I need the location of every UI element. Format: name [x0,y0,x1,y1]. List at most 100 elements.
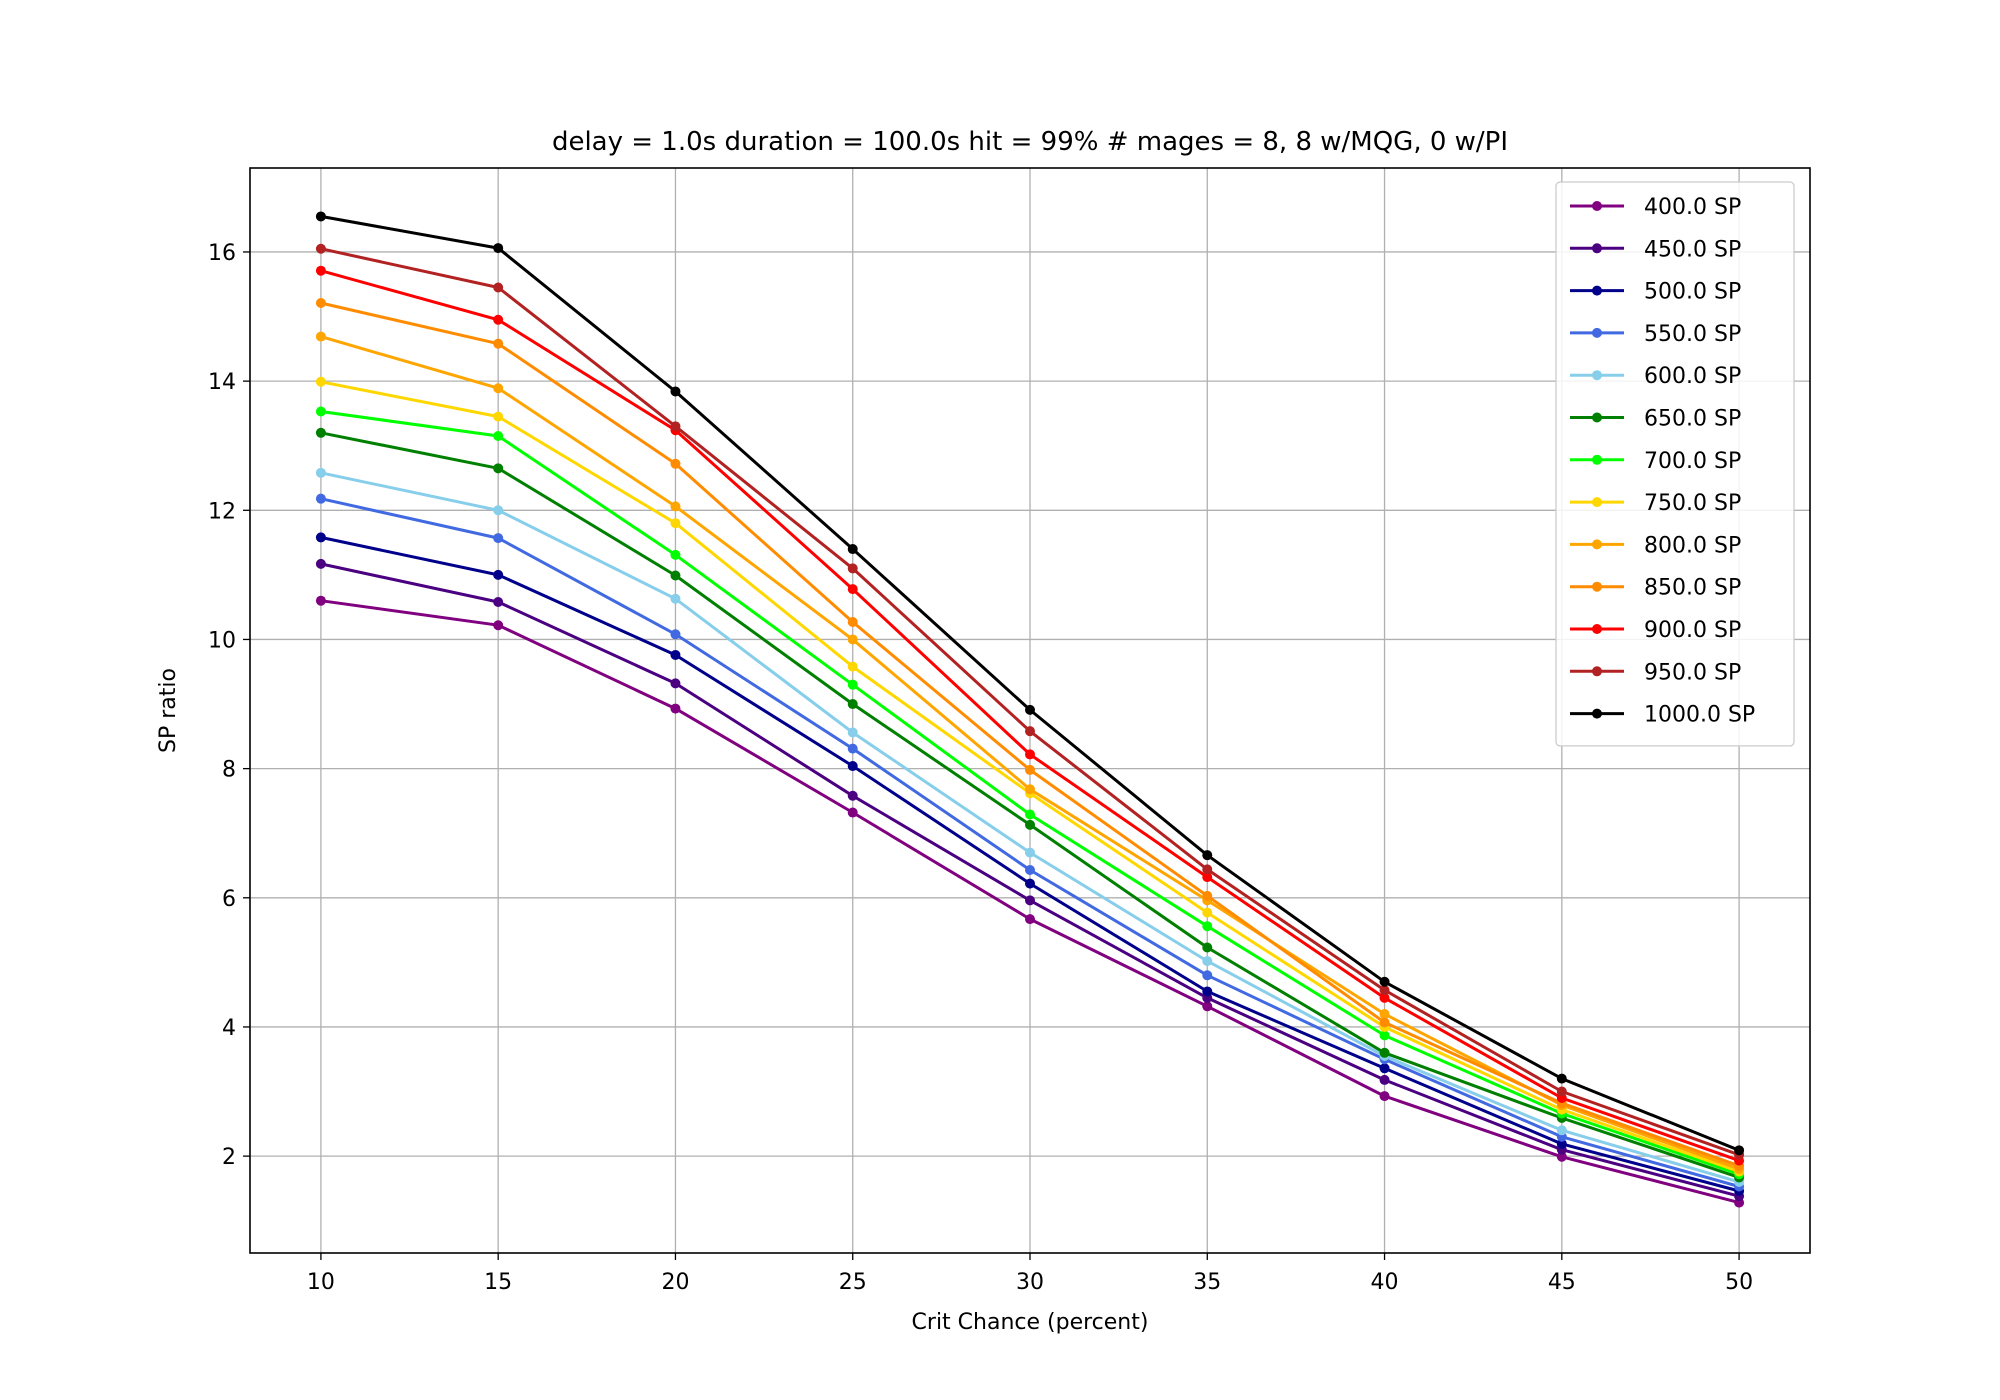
data-point [315,297,326,308]
data-point [670,678,681,689]
data-point [1025,749,1035,760]
legend-label: 400.0 SP [1644,195,1741,220]
data-point [847,761,858,772]
data-point [1202,986,1213,997]
legend-marker [1592,624,1602,634]
legend-item: 500.0 SP [1570,280,1741,305]
legend-marker [1592,666,1602,677]
legend-marker [1592,285,1602,296]
data-point [847,807,858,818]
legend-label: 650.0 SP [1644,407,1741,432]
legend-marker [1592,412,1602,423]
x-tick-label: 40 [1371,1270,1399,1295]
data-point [315,558,326,569]
data-point [1202,942,1213,953]
legend-item: 950.0 SP [1570,660,1741,685]
data-point [670,386,681,397]
legend-label: 600.0 SP [1644,364,1741,389]
legend-item: 1000.0 SP [1570,703,1755,728]
data-point [1556,1151,1567,1162]
data-point [493,314,504,325]
y-tick-label: 14 [208,370,236,395]
data-point [1202,890,1213,901]
legend-marker [1592,327,1602,338]
data-point [1025,809,1035,820]
legend-marker [1592,201,1602,211]
series-4 [315,467,1745,1187]
chart-title: delay = 1.0s duration = 100.0s hit = 99%… [552,127,1508,157]
data-point [1556,1138,1567,1149]
data-point [847,544,858,555]
data-point [1025,878,1035,889]
data-point [493,383,504,394]
data-point [1379,985,1390,996]
series-0 [315,595,1745,1208]
legend-item: 700.0 SP [1570,449,1741,474]
series-2 [315,532,1745,1196]
data-point [847,617,858,628]
x-tick-label: 10 [307,1270,335,1295]
data-point [670,629,681,640]
data-point [670,421,681,432]
data-point [1379,976,1390,987]
data-point [1379,1030,1390,1041]
legend-item: 900.0 SP [1570,618,1741,643]
data-point [670,518,681,529]
x-tick-label: 35 [1193,1270,1221,1295]
legend: 400.0 SP 450.0 SP 500.0 SP 550.0 SP 600.0 SP… [1555,181,1795,747]
legend-item: 550.0 SP [1570,322,1741,347]
data-point [315,243,326,254]
legend-item: 850.0 SP [1570,576,1741,601]
data-point [1202,850,1213,861]
data-point [493,338,504,349]
legend-item: 750.0 SP [1570,491,1741,516]
series-group [315,211,1745,1208]
x-tick-label: 15 [484,1270,512,1295]
data-point [1556,1086,1567,1097]
data-point [670,593,681,604]
axis-ticks: 10 15 20 25 30 35 40 45 50 2 4 6 8 10 12 14 16 [208,241,1753,1295]
y-tick-label: 16 [208,241,236,266]
legend-label: 550.0 SP [1644,322,1741,347]
data-point [1734,1145,1745,1156]
data-point [1025,784,1035,795]
x-tick-label: 20 [661,1270,689,1295]
data-point [315,467,326,478]
series-10 [315,265,1745,1166]
data-point [493,597,504,607]
data-point [1556,1073,1567,1084]
series-5 [315,427,1745,1183]
data-point [1202,864,1213,875]
legend-label: 900.0 SP [1644,618,1741,643]
data-point [1025,819,1035,830]
data-point [1025,764,1035,775]
y-tick-label: 8 [222,758,236,783]
legend-label: 1000.0 SP [1644,703,1755,728]
data-point [315,532,326,543]
y-tick-label: 12 [208,499,236,524]
data-point [847,634,858,645]
data-point [847,790,858,801]
y-axis-label: SP ratio [156,668,181,753]
legend-label: 500.0 SP [1644,280,1741,305]
legend-marker [1592,497,1602,508]
series-1 [315,558,1745,1202]
data-point [315,493,326,504]
data-point [1379,1074,1390,1085]
legend-marker [1592,539,1602,550]
data-point [493,533,504,544]
data-point [670,549,681,560]
data-point [847,699,858,710]
series-12 [315,211,1745,1156]
data-point [315,376,326,387]
data-point [1379,1063,1390,1074]
x-tick-label: 50 [1725,1270,1753,1295]
data-point [670,501,681,512]
data-point [847,679,858,690]
legend-label: 850.0 SP [1644,576,1741,601]
data-point [847,661,858,672]
data-point [315,265,326,276]
data-point [847,563,858,574]
data-point [1379,1009,1390,1020]
